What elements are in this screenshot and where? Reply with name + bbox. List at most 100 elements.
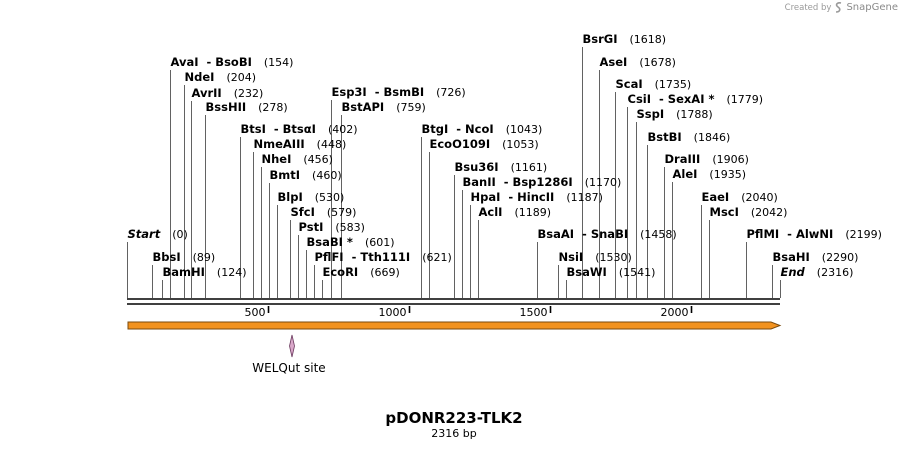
site-label-acli[interactable]: AclI (1189) <box>479 205 552 219</box>
site-label-ndei[interactable]: NdeI (204) <box>185 70 257 84</box>
enzyme-name: ScaI <box>616 77 643 91</box>
snapgene-credit: Created by SnapGene <box>785 2 898 13</box>
site-position: (89) <box>193 251 216 264</box>
orf-arrow-shape[interactable] <box>127 321 782 330</box>
enzyme-name: Esp3I - BsmBI <box>332 85 425 99</box>
site-label-ecori[interactable]: EcoRI (669) <box>323 265 400 279</box>
site-position: (1618) <box>630 33 667 46</box>
site-position: (1189) <box>514 206 551 219</box>
site-position: (1187) <box>566 191 603 204</box>
enzyme-name: BssHII <box>206 100 247 114</box>
tick-label: 500 <box>245 306 266 319</box>
site-label-bbsi[interactable]: BbsI (89) <box>153 250 216 264</box>
site-position: (2040) <box>741 191 778 204</box>
site-position: (530) <box>315 191 345 204</box>
site-position: (204) <box>226 71 256 84</box>
site-label-bmti[interactable]: BmtI (460) <box>270 168 342 182</box>
site-label-nsii[interactable]: NsiI (1530) <box>559 250 632 264</box>
site-label-esp3i-bsmbi[interactable]: Esp3I - BsmBI (726) <box>332 85 466 99</box>
feature-label-welqut-site: WELQut site <box>252 361 325 375</box>
site-label-scai[interactable]: ScaI (1735) <box>616 77 692 91</box>
site-labels: Start (0) BbsI (89)BamHI (124) AvaI - BsoBI (1… <box>128 32 882 279</box>
site-label-btsi-bts-i[interactable]: BtsI - BtsαI (402) <box>241 122 358 136</box>
enzyme-name: EcoO109I <box>430 137 491 151</box>
site-position: (1735) <box>655 78 692 91</box>
site-label-alei[interactable]: AleI (1935) <box>673 167 747 181</box>
site-label-pflfi-tth111i[interactable]: PflFI - Tth111I (621) <box>315 250 452 264</box>
credit-prefix: Created by <box>784 2 832 13</box>
site-position: (456) <box>303 153 333 166</box>
site-label-avrii[interactable]: AvrII (232) <box>192 86 264 100</box>
site-position: (402) <box>328 123 358 136</box>
site-position: (2290) <box>822 251 859 264</box>
site-position: (601) <box>365 236 395 249</box>
site-label-bsahi[interactable]: BsaHI (2290) <box>773 250 859 264</box>
site-position: (1678) <box>639 56 676 69</box>
site-label-bsawi[interactable]: BsaWI (1541) <box>567 265 656 279</box>
enzyme-name: BsrGI <box>583 32 618 46</box>
site-leaders <box>127 47 781 298</box>
site-label-btgi-ncoi[interactable]: BtgI - NcoI (1043) <box>422 122 543 136</box>
site-label-csii-sexai[interactable]: CsiI - SexAI * (1779) <box>628 92 764 106</box>
enzyme-name: BlpI <box>278 190 303 204</box>
site-label-end[interactable]: End (2316) <box>781 265 854 279</box>
feature-marker-welqut-site[interactable] <box>289 334 295 358</box>
site-position: (448) <box>317 138 347 151</box>
enzyme-name: BamHI <box>163 265 205 279</box>
enzyme-name: BstAPI <box>342 100 385 114</box>
site-label-sspi[interactable]: SspI (1788) <box>637 107 713 121</box>
enzyme-name: DraIII <box>665 152 701 166</box>
site-position: (1170) <box>585 176 622 189</box>
site-label-bstbi[interactable]: BstBI (1846) <box>648 130 731 144</box>
enzyme-name: Bsu36I <box>455 160 499 174</box>
site-label-nmeaiii[interactable]: NmeAIII (448) <box>254 137 347 151</box>
site-label-bsrgi[interactable]: BsrGI (1618) <box>583 32 667 46</box>
site-position: (583) <box>335 221 365 234</box>
enzyme-name: AvrII <box>192 86 222 100</box>
enzyme-name: BsaHI <box>773 250 810 264</box>
enzyme-name: BsaBI * <box>307 235 353 249</box>
site-label-bamhi[interactable]: BamHI (124) <box>163 265 247 279</box>
enzyme-name: BstBI <box>648 130 682 144</box>
site-label-draiii[interactable]: DraIII (1906) <box>665 152 749 166</box>
site-label-eaei[interactable]: EaeI (2040) <box>702 190 778 204</box>
site-label-psti[interactable]: PstI (583) <box>299 220 365 234</box>
dna-backbone <box>127 298 780 305</box>
site-label-asei[interactable]: AseI (1678) <box>600 55 676 69</box>
site-label-bsaai-snabi[interactable]: BsaAI - SnaBI (1458) <box>538 227 677 241</box>
site-position: (232) <box>234 87 264 100</box>
site-position: (154) <box>264 56 294 69</box>
enzyme-name: HpaI - HincII <box>471 190 555 204</box>
site-label-ecoo109i[interactable]: EcoO109I (1053) <box>430 137 539 151</box>
enzyme-name: Start <box>128 227 161 241</box>
site-label-bstapi[interactable]: BstAPI (759) <box>342 100 426 114</box>
site-label-avai-bsobi[interactable]: AvaI - BsoBI (154) <box>171 55 294 69</box>
site-label-msci[interactable]: MscI (2042) <box>710 205 788 219</box>
snapgene-logo-icon <box>836 2 842 13</box>
site-position: (1846) <box>694 131 731 144</box>
site-position: (1053) <box>502 138 539 151</box>
site-label-hpai-hincii[interactable]: HpaI - HincII (1187) <box>471 190 603 204</box>
site-position: (621) <box>422 251 452 264</box>
orf-arrow[interactable] <box>127 321 782 330</box>
enzyme-name: NmeAIII <box>254 137 305 151</box>
site-label-blpi[interactable]: BlpI (530) <box>278 190 345 204</box>
site-position: (1906) <box>712 153 749 166</box>
enzyme-name: PflMI - AlwNI <box>747 227 834 241</box>
site-position: (460) <box>312 169 342 182</box>
site-label-bsu36i[interactable]: Bsu36I (1161) <box>455 160 548 174</box>
enzyme-name: NdeI <box>185 70 215 84</box>
tick-label: 1000 <box>379 306 407 319</box>
site-label-pflmi-alwni[interactable]: PflMI - AlwNI (2199) <box>747 227 882 241</box>
site-position: (2316) <box>817 266 854 279</box>
site-label-bsabi[interactable]: BsaBI * (601) <box>307 235 395 249</box>
site-label-banii-bsp1286i[interactable]: BanII - Bsp1286I (1170) <box>463 175 622 189</box>
site-position: (759) <box>396 101 426 114</box>
site-label-sfci[interactable]: SfcI (579) <box>291 205 357 219</box>
site-label-nhei[interactable]: NheI (456) <box>262 152 333 166</box>
site-label-start[interactable]: Start (0) <box>128 227 188 241</box>
site-position: (0) <box>172 228 188 241</box>
site-label-bsshii[interactable]: BssHII (278) <box>206 100 288 114</box>
enzyme-name: NsiI <box>559 250 584 264</box>
